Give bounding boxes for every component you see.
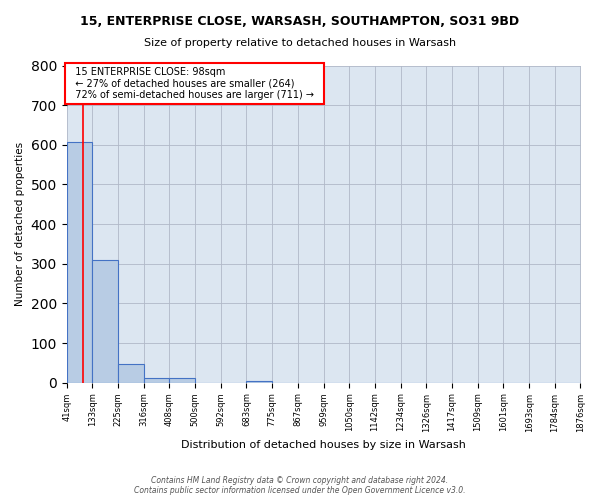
Bar: [92, 260, 118, 382]
Bar: [144, 378, 169, 382]
Text: 15 ENTERPRISE CLOSE: 98sqm  
  ← 27% of detached houses are smaller (264)  
  72: 15 ENTERPRISE CLOSE: 98sqm ← 27% of deta…: [69, 67, 320, 100]
Y-axis label: Number of detached properties: Number of detached properties: [15, 142, 25, 306]
Text: Contains HM Land Registry data © Crown copyright and database right 2024.
Contai: Contains HM Land Registry data © Crown c…: [134, 476, 466, 495]
X-axis label: Distribution of detached houses by size in Warsash: Distribution of detached houses by size …: [181, 440, 466, 450]
Text: Size of property relative to detached houses in Warsash: Size of property relative to detached ho…: [144, 38, 456, 48]
Bar: [247, 380, 272, 382]
Text: 15, ENTERPRISE CLOSE, WARSASH, SOUTHAMPTON, SO31 9BD: 15, ENTERPRISE CLOSE, WARSASH, SOUTHAMPT…: [80, 15, 520, 28]
Bar: [169, 378, 195, 382]
Bar: [118, 364, 144, 382]
Bar: [67, 142, 92, 382]
